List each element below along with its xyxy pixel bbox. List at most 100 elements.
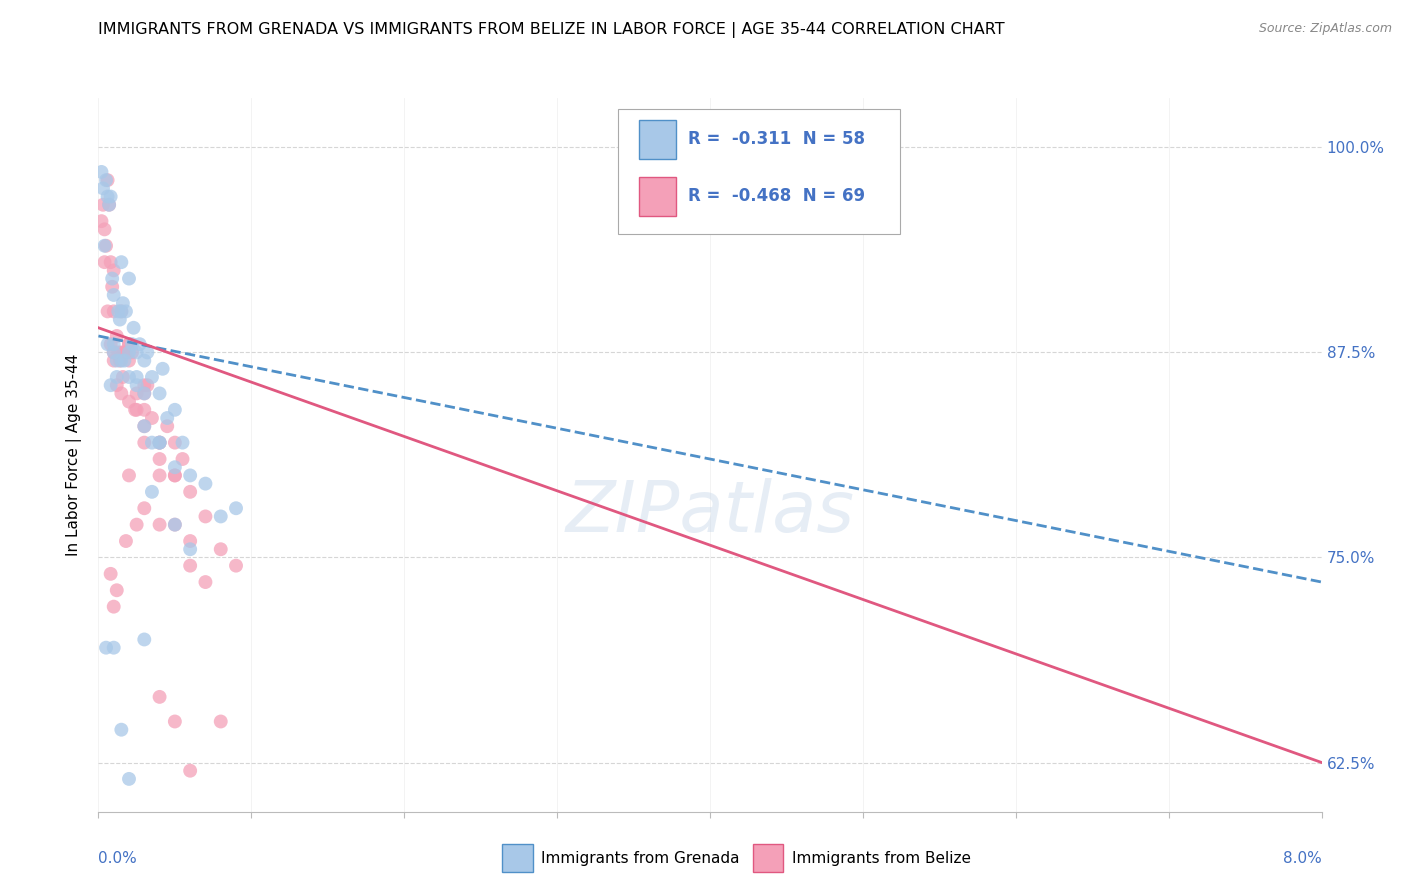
Point [128,337,150,351]
Text: Immigrants from Grenada: Immigrants from Grenada [541,851,740,865]
Point [97,304,120,318]
Point [163,468,186,483]
Point [103,337,125,351]
Point [105,378,128,392]
Point [94,173,117,187]
Point [115,534,138,549]
Point [101,271,124,285]
Point [156,419,179,434]
Point [93,222,115,236]
Point [194,476,217,491]
Point [141,484,163,499]
Point [118,337,141,351]
Point [110,255,132,269]
Point [118,345,141,359]
Text: IMMIGRANTS FROM GRENADA VS IMMIGRANTS FROM BELIZE IN LABOR FORCE | AGE 35-44 COR: IMMIGRANTS FROM GRENADA VS IMMIGRANTS FR… [98,22,1005,38]
Text: R =  -0.311  N = 58: R = -0.311 N = 58 [688,130,865,148]
Point [101,279,124,293]
Point [209,509,232,524]
Point [103,345,125,359]
Point [110,345,132,359]
Point [134,501,156,516]
Point [134,419,156,434]
Point [103,263,125,277]
Bar [640,177,676,216]
Point [91,198,114,212]
Point [103,304,125,318]
Text: Source: ZipAtlas.com: Source: ZipAtlas.com [1258,22,1392,36]
Point [125,386,148,401]
Point [149,435,172,450]
Point [149,452,172,467]
Point [179,764,201,778]
Point [125,517,148,532]
Point [179,468,201,483]
Point [98,198,121,212]
Point [110,723,132,737]
Point [124,402,146,417]
Point [134,402,156,417]
Point [110,304,132,318]
FancyBboxPatch shape [619,109,900,234]
Point [163,460,186,475]
Point [141,411,163,425]
Point [194,575,217,590]
Point [94,640,117,655]
Point [90,165,112,179]
Point [115,345,138,359]
Point [105,329,128,343]
Point [141,370,163,384]
Point [122,320,145,334]
Point [91,181,114,195]
Text: 8.0%: 8.0% [1282,851,1322,866]
Point [93,239,115,253]
Point [125,345,148,359]
Point [103,345,125,359]
Point [108,312,131,326]
Point [141,435,163,450]
Point [107,345,129,359]
Point [105,370,128,384]
Point [110,304,132,318]
Point [97,173,120,187]
Text: ZIPatlas: ZIPatlas [565,477,855,547]
Point [179,484,201,499]
Point [100,566,122,581]
Point [209,714,232,729]
Point [149,435,172,450]
Point [163,402,186,417]
Point [172,435,194,450]
Text: R =  -0.468  N = 69: R = -0.468 N = 69 [688,187,865,205]
Point [103,353,125,368]
Point [110,386,132,401]
Point [149,517,172,532]
Point [118,337,141,351]
Bar [502,844,533,872]
Point [152,361,174,376]
Y-axis label: In Labor Force | Age 35-44: In Labor Force | Age 35-44 [66,354,83,556]
Point [94,239,117,253]
Point [136,378,159,392]
Point [107,304,129,318]
Point [118,353,141,368]
Point [97,337,120,351]
Point [100,189,122,203]
Point [100,337,122,351]
Point [163,517,186,532]
Point [98,198,121,212]
Point [149,435,172,450]
Point [100,255,122,269]
Point [118,468,141,483]
Point [134,632,156,647]
Point [136,345,159,359]
Point [149,435,172,450]
Bar [640,120,676,159]
Point [163,468,186,483]
Point [163,714,186,729]
Point [194,509,217,524]
Point [209,542,232,557]
Point [179,542,201,557]
Point [105,583,128,598]
Text: Immigrants from Belize: Immigrants from Belize [792,851,972,865]
Point [112,353,135,368]
